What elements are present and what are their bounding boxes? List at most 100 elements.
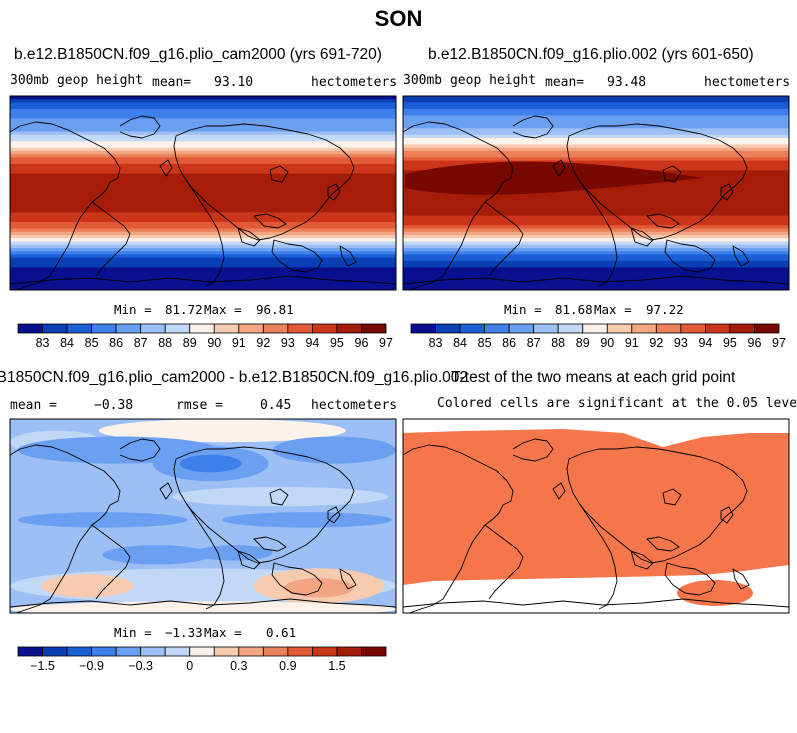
colorbar-tick-label: 90	[600, 336, 614, 350]
band-cell	[403, 225, 789, 230]
colorbar-tick-label: 88	[551, 336, 565, 350]
band-cell	[403, 102, 789, 107]
panel3-max-value: 0.61	[266, 625, 297, 640]
band-cell	[403, 141, 789, 146]
colorbar-box	[557, 323, 584, 334]
band-cell	[10, 273, 396, 278]
panel2-max-label: Max =	[594, 302, 632, 317]
colorbar-box	[680, 323, 706, 334]
colorbar-tick-label: 95	[723, 336, 737, 350]
colorbar-box	[42, 646, 68, 657]
colorbar-tick-label: 95	[330, 336, 344, 350]
map-panel-1	[10, 96, 396, 290]
band-cell	[10, 108, 396, 113]
colorbar-box	[91, 323, 117, 334]
colorbar-tick-label: 96	[748, 336, 762, 350]
colorbar-tick-label: 87	[527, 336, 541, 350]
colorbar-box	[189, 323, 215, 334]
band-cell	[403, 115, 789, 120]
panel2-max-value: 97.22	[646, 302, 684, 317]
band-cell	[10, 157, 396, 162]
colorbar-box	[238, 646, 264, 657]
colorbar-box	[213, 646, 240, 657]
band-cell	[403, 160, 789, 165]
colorbar-box	[336, 646, 362, 657]
colorbar-box	[361, 646, 387, 657]
band-cell	[10, 196, 396, 201]
colorbar-panel3: −1.5 −0.9 −0.3 0 0.3 0.9 1.5	[17, 646, 387, 673]
max-contour-region	[405, 161, 703, 195]
panel1-variable: 300mb geop height	[10, 73, 144, 88]
colorbar-box	[91, 646, 117, 657]
band-cell	[10, 202, 396, 207]
panel3-mean-label: mean =	[10, 398, 57, 413]
colorbar-tick-label: 0.9	[279, 659, 296, 673]
band-cell	[403, 199, 789, 204]
band-cell	[10, 134, 396, 139]
panel2-mean-value: 93.48	[607, 75, 647, 90]
band-cell	[10, 260, 396, 265]
band-cell	[403, 251, 789, 256]
diff-region	[17, 512, 188, 528]
map-panel-3	[10, 419, 396, 613]
diff-region	[179, 454, 242, 473]
band-cell	[403, 134, 789, 139]
colorbar-tick-label: 84	[60, 336, 74, 350]
band-cell	[10, 121, 396, 126]
band-cell	[10, 277, 396, 281]
band-cell	[403, 131, 789, 136]
band-cell	[10, 128, 396, 133]
colorbar-tick-label: 87	[134, 336, 148, 350]
colorbar-box	[17, 323, 43, 334]
band-cell	[403, 286, 789, 290]
colorbar-tick-label: 88	[158, 336, 172, 350]
colorbar-box	[655, 323, 682, 334]
band-cell	[10, 147, 396, 152]
band-cell	[10, 225, 396, 230]
colorbar-box	[66, 646, 92, 657]
colorbar-panel1: 83 84 85 86 87 88 89 90 91 92 93 94 95 96 97	[17, 323, 393, 350]
panel2-min-label: Min =	[504, 302, 542, 317]
band-cell	[10, 180, 396, 184]
colorbar-box	[606, 323, 633, 334]
panel3-rmse-value: 0.45	[260, 398, 292, 413]
main-title: SON	[374, 6, 423, 31]
colorbar-tick-label: 0	[186, 659, 193, 673]
band-cell	[10, 118, 396, 123]
band-cell	[403, 193, 789, 197]
panel1-title: b.e12.B1850CN.f09_g16.plio_cam2000 (yrs …	[14, 46, 382, 63]
colorbar-box	[164, 646, 191, 657]
panel3-max-label: Max =	[204, 625, 242, 640]
diff-region	[172, 486, 389, 507]
colorbar-box	[115, 646, 142, 657]
colorbar-tick-label: 1.5	[328, 659, 345, 673]
band-cell	[403, 254, 789, 259]
band-cell	[403, 202, 789, 207]
panel3-rmse-label: rmse =	[176, 398, 223, 413]
band-cell	[10, 131, 396, 136]
colorbar-box	[189, 646, 215, 657]
band-cell	[10, 283, 396, 288]
colorbar-tick-label: 0.3	[230, 659, 247, 673]
band-cell	[403, 99, 789, 104]
colorbar-box	[459, 323, 486, 334]
colorbar-tick-label: 91	[625, 336, 639, 350]
band-cell	[403, 215, 789, 220]
band-cell	[10, 280, 396, 285]
band-cell	[10, 286, 396, 290]
colorbar-tick-label: 89	[183, 336, 197, 350]
band-cell	[10, 186, 396, 191]
band-cell	[10, 199, 396, 204]
colorbar-tick-label: −1.5	[30, 659, 55, 673]
colorbar-box	[42, 323, 68, 334]
panel2-units: hectometers	[704, 75, 791, 90]
band-cell	[403, 157, 789, 162]
band-cell	[403, 283, 789, 288]
band-cell	[10, 247, 396, 252]
colorbar-box	[287, 646, 313, 657]
band-cell	[10, 267, 396, 272]
band-cell	[403, 108, 789, 113]
band-cell	[10, 189, 396, 194]
band-cell	[403, 231, 789, 236]
